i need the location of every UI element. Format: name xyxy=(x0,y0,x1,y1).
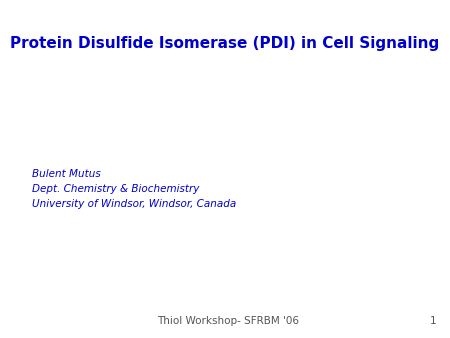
Text: Thiol Workshop- SFRBM '06: Thiol Workshop- SFRBM '06 xyxy=(158,316,300,326)
Text: 1: 1 xyxy=(430,316,436,326)
Text: Bulent Mutus
Dept. Chemistry & Biochemistry
University of Windsor, Windsor, Cana: Bulent Mutus Dept. Chemistry & Biochemis… xyxy=(32,169,236,209)
Text: Protein Disulfide Isomerase (PDI) in Cell Signaling: Protein Disulfide Isomerase (PDI) in Cel… xyxy=(10,37,440,51)
